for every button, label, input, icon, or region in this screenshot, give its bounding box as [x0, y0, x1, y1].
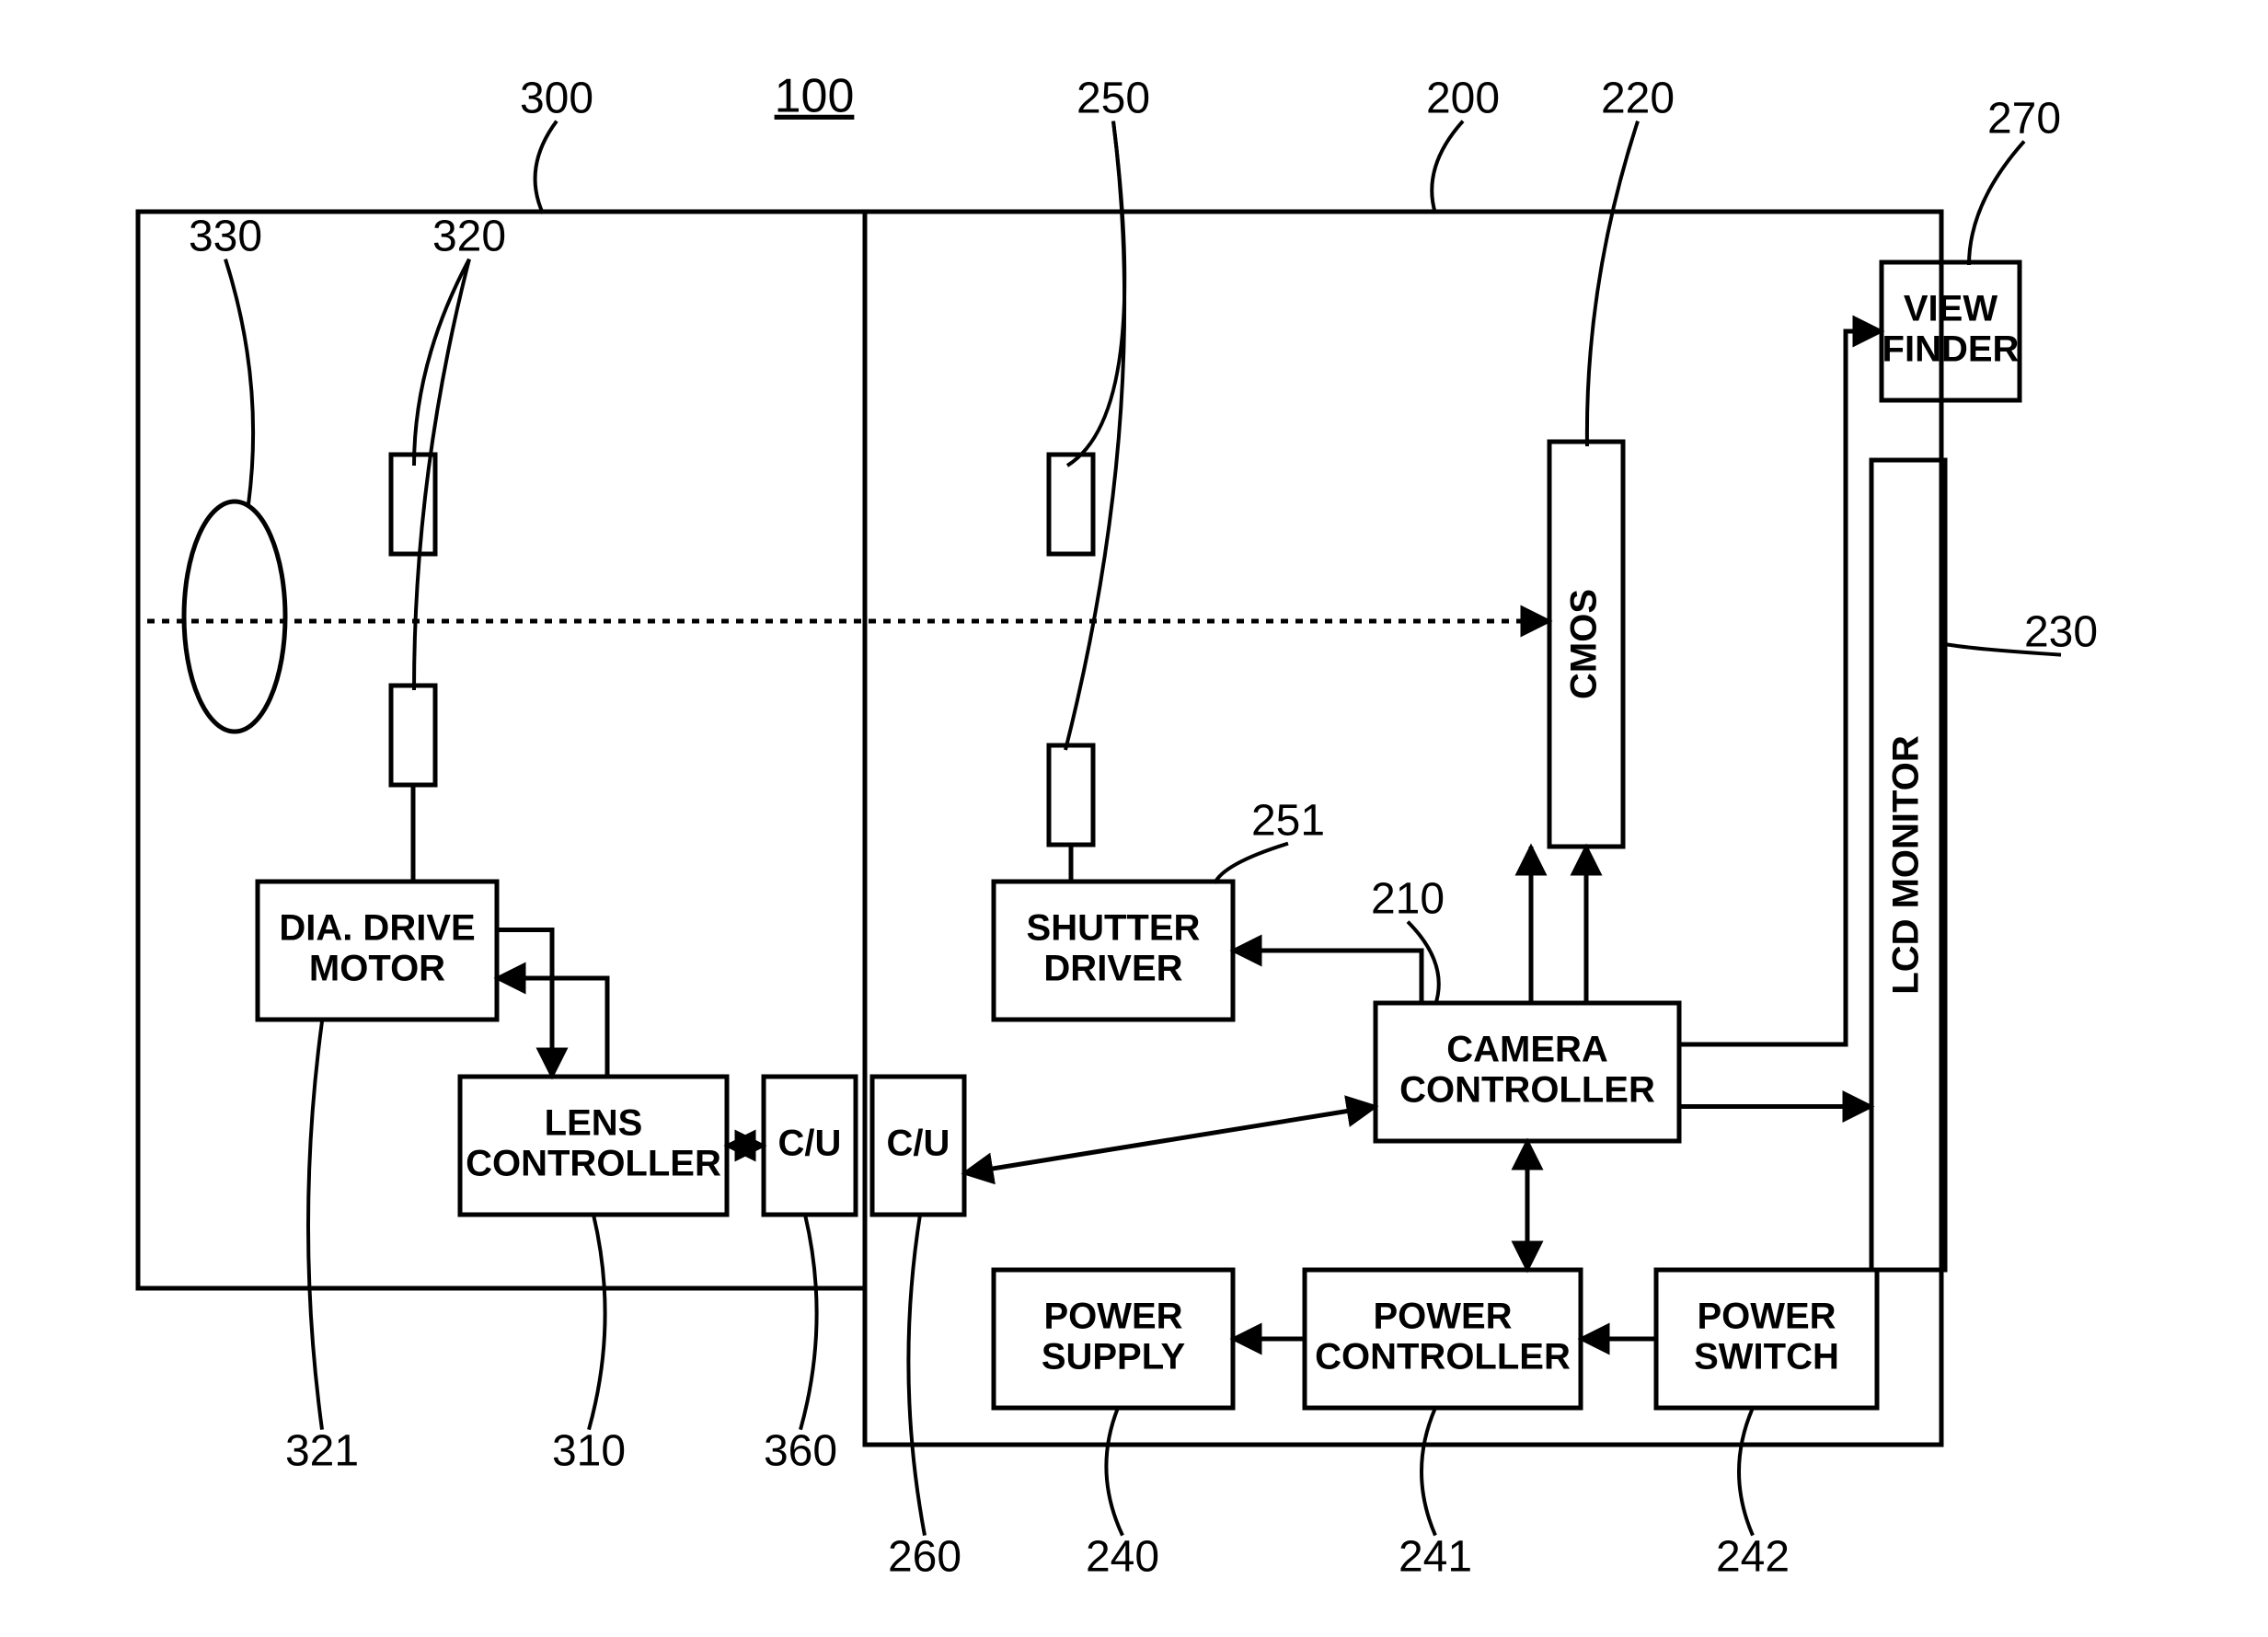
- ref-320: 320: [432, 213, 506, 261]
- shutter-driver-label-1: DRIVER: [1043, 949, 1182, 989]
- ref-321: 321: [285, 1427, 359, 1476]
- power-controller-label-1: CONTROLLER: [1315, 1337, 1571, 1378]
- ref-200: 200: [1426, 75, 1500, 123]
- leader-260: [908, 1215, 925, 1536]
- ref-310: 310: [552, 1427, 626, 1476]
- leader-310: [589, 1215, 605, 1430]
- dia-motor-label-0: DIA. DRIVE: [279, 908, 475, 949]
- aperture-blade-bottom: [391, 686, 435, 785]
- ref-251: 251: [1251, 797, 1325, 846]
- leader-270: [1969, 142, 2024, 265]
- ref-100: 100: [775, 70, 855, 123]
- conn-lensctrl-to-motor-1: [497, 930, 552, 1078]
- conn-camctrl-shutterdrv: [1233, 951, 1422, 1003]
- view-finder-label-1: FINDER: [1882, 329, 2020, 370]
- lens-controller-label-0: LENS: [545, 1103, 643, 1144]
- ref-330: 330: [189, 213, 262, 261]
- lens-element: [184, 501, 285, 732]
- ref-260: 260: [888, 1533, 961, 1582]
- ref-241: 241: [1399, 1533, 1472, 1582]
- leader-200: [1432, 121, 1463, 213]
- leader-240: [1106, 1408, 1122, 1536]
- leader-242: [1739, 1408, 1753, 1536]
- power-supply-label-0: POWER: [1043, 1297, 1182, 1337]
- shutter-driver-label-0: SHUTTER: [1027, 908, 1201, 949]
- leader-360: [800, 1215, 817, 1430]
- leader-250-0: [1067, 121, 1124, 466]
- ref-250: 250: [1076, 75, 1150, 123]
- cmos-label: CMOS: [1564, 589, 1605, 699]
- ref-230: 230: [2024, 608, 2098, 657]
- shutter-blade-top: [1049, 455, 1093, 554]
- leader-251: [1215, 844, 1288, 883]
- ref-360: 360: [764, 1427, 837, 1476]
- camera-controller-label-0: CAMERA: [1446, 1030, 1608, 1070]
- power-supply-label-1: SUPPLY: [1042, 1337, 1186, 1378]
- conn-cubody-camctrl: [964, 1107, 1376, 1174]
- power-switch-label-1: SWITCH: [1694, 1337, 1839, 1378]
- ref-240: 240: [1086, 1533, 1159, 1582]
- leader-300: [535, 121, 557, 213]
- ref-300: 300: [520, 75, 593, 123]
- dia-motor-label-1: MOTOR: [309, 949, 445, 989]
- camera-block-diagram: 100DIA. DRIVEMOTORLENSCONTROLLERC/UC/USH…: [0, 0, 2268, 1637]
- camera-body-frame: [865, 212, 1941, 1445]
- shutter-blade-bottom: [1049, 745, 1093, 845]
- ref-242: 242: [1716, 1533, 1790, 1582]
- power-switch-label-0: POWER: [1697, 1297, 1836, 1337]
- view-finder-label-0: VIEW: [1904, 289, 1997, 329]
- leader-330: [225, 259, 253, 504]
- conn-camctrl-viewfinder: [1679, 331, 1882, 1044]
- cu-body-label-0: C/U: [887, 1124, 950, 1164]
- ref-220: 220: [1601, 75, 1675, 123]
- ref-210: 210: [1371, 875, 1445, 924]
- power-controller-label-0: POWER: [1373, 1297, 1512, 1337]
- leader-220: [1587, 121, 1638, 446]
- ref-270: 270: [1987, 95, 2061, 144]
- cu-lens-label-0: C/U: [778, 1124, 842, 1164]
- lens-unit-frame: [138, 212, 865, 1288]
- lens-controller-label-1: CONTROLLER: [466, 1144, 721, 1184]
- leader-241: [1422, 1408, 1435, 1536]
- lcd-monitor-label: LCD MONITOR: [1886, 735, 1927, 995]
- camera-controller-label-1: CONTROLLER: [1399, 1070, 1655, 1111]
- leader-321: [308, 1021, 322, 1430]
